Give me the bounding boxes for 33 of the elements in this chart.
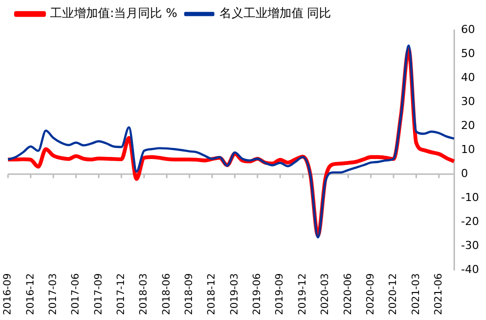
x-tick-label: 2017-09 xyxy=(93,273,104,316)
x-tick-label: 2017-12 xyxy=(116,273,127,316)
x-tick-label: 2020-06 xyxy=(342,273,354,316)
x-tick-label: 2018-09 xyxy=(184,273,196,316)
y-tick-label: 40 xyxy=(461,70,476,84)
x-tick-label: 2020-12 xyxy=(388,273,400,316)
x-tick-label: 2020-09 xyxy=(365,273,376,316)
y-tick-label: -10 xyxy=(461,191,479,204)
x-tick-label: 2017-03 xyxy=(48,273,59,316)
legend-label: 名义工业增加值 同比 xyxy=(219,6,332,20)
x-tick-label: 2019-03 xyxy=(229,273,240,316)
y-tick-label: 10 xyxy=(461,142,476,156)
x-tick-label: 2017-06 xyxy=(70,273,82,316)
y-tick-label: -40 xyxy=(461,263,479,276)
y-tick-label: 0 xyxy=(461,166,468,180)
x-tick-label: 2016-12 xyxy=(25,273,36,316)
y-tick-label: 60 xyxy=(461,22,476,36)
x-tick-label: 2018-03 xyxy=(138,273,150,316)
x-tick-label: 2019-09 xyxy=(274,273,286,316)
y-tick-label: 50 xyxy=(461,46,476,60)
x-tick-label: 2016-09 xyxy=(2,273,14,316)
x-tick-label: 2020-03 xyxy=(320,273,332,316)
x-tick-label: 2018-12 xyxy=(206,273,218,316)
y-tick-label: -30 xyxy=(461,239,479,252)
x-tick-label: 2019-06 xyxy=(252,273,264,316)
x-tick-label: 2018-06 xyxy=(161,273,172,316)
y-tick-label: 30 xyxy=(461,94,476,108)
y-tick-label: 20 xyxy=(461,118,476,132)
x-tick-label: 2021-06 xyxy=(434,273,445,316)
x-tick-label: 2021-03 xyxy=(410,273,422,316)
x-tick-label: 2019-12 xyxy=(297,273,308,316)
y-tick-label: -20 xyxy=(461,215,479,228)
legend-label: 工业增加值:当月同比 % xyxy=(50,6,178,20)
